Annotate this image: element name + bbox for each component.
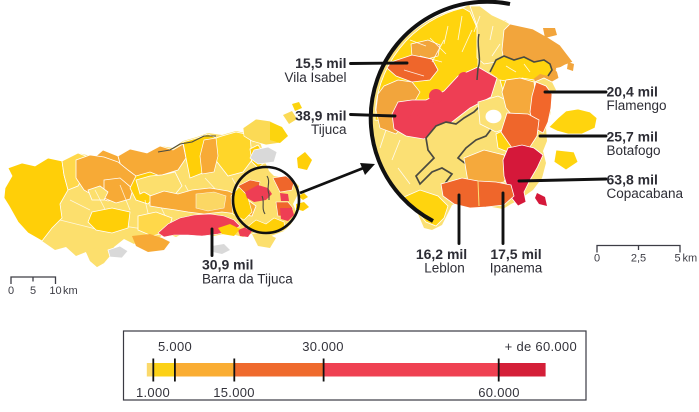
svg-text:25,7 mil: 25,7 mil <box>607 129 658 145</box>
svg-text:30.000: 30.000 <box>302 339 344 354</box>
svg-text:63,8 mil: 63,8 mil <box>607 172 658 188</box>
svg-text:15.000: 15.000 <box>213 385 255 400</box>
svg-text:Leblon: Leblon <box>424 261 465 276</box>
svg-text:0: 0 <box>8 285 14 297</box>
svg-text:20,4 mil: 20,4 mil <box>607 84 658 100</box>
svg-text:30,9 mil: 30,9 mil <box>202 257 253 273</box>
svg-text:60.000: 60.000 <box>478 385 520 400</box>
svg-text:0: 0 <box>594 253 600 265</box>
svg-text:Barra da Tijuca: Barra da Tijuca <box>202 272 293 287</box>
svg-text:16,2 mil: 16,2 mil <box>416 246 467 262</box>
svg-text:1.000: 1.000 <box>136 385 170 400</box>
svg-text:Flamengo: Flamengo <box>607 98 667 113</box>
svg-text:km: km <box>683 253 698 265</box>
svg-text:10: 10 <box>49 285 61 297</box>
svg-text:+ de 60.000: + de 60.000 <box>505 339 577 354</box>
svg-text:Copacabana: Copacabana <box>607 186 684 201</box>
svg-text:km: km <box>63 285 78 297</box>
svg-text:5: 5 <box>30 285 36 297</box>
svg-text:17,5 mil: 17,5 mil <box>490 246 541 262</box>
svg-text:Botafogo: Botafogo <box>607 143 661 158</box>
svg-text:Ipanema: Ipanema <box>490 261 543 276</box>
svg-text:15,5 mil: 15,5 mil <box>295 55 346 71</box>
svg-text:2,5: 2,5 <box>631 253 646 265</box>
svg-text:38,9 mil: 38,9 mil <box>295 108 346 124</box>
svg-text:Tijuca: Tijuca <box>311 122 347 137</box>
svg-text:5: 5 <box>674 253 680 265</box>
svg-text:5.000: 5.000 <box>158 339 192 354</box>
svg-text:Vila Isabel: Vila Isabel <box>284 70 346 85</box>
